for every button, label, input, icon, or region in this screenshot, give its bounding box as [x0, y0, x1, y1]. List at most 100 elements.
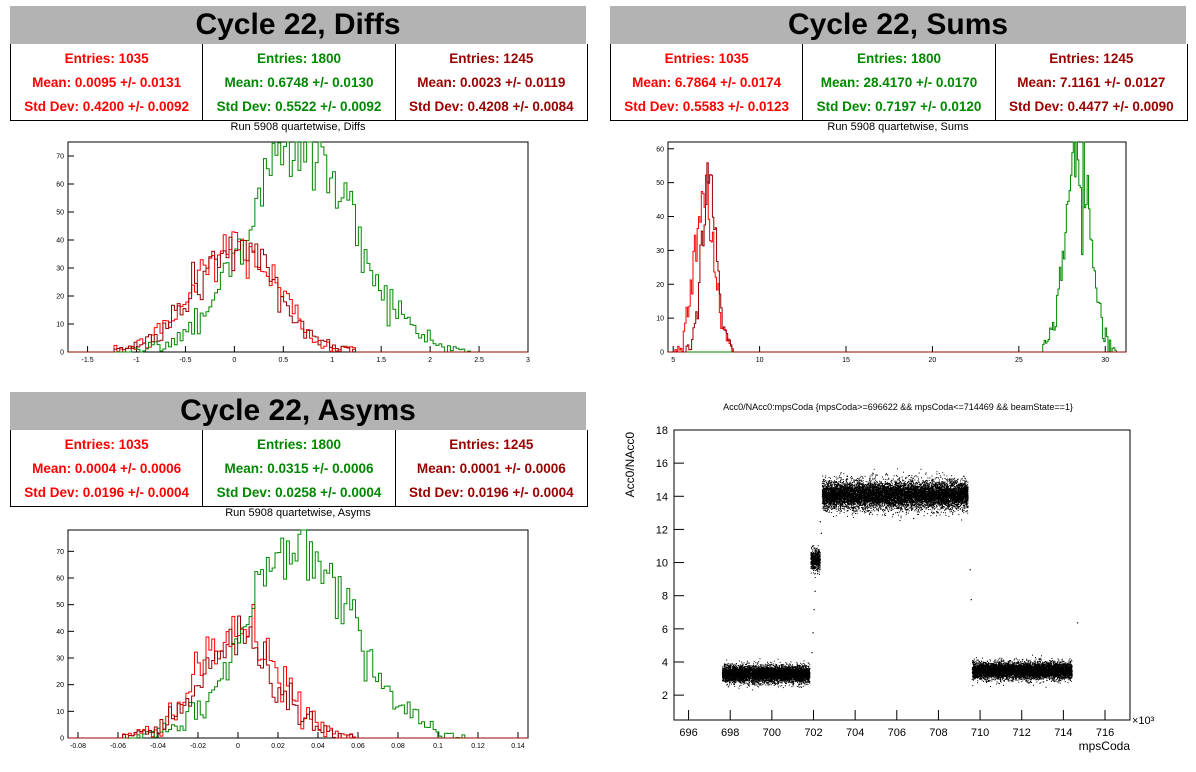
scatter-point: [798, 683, 799, 685]
scatter-point: [792, 679, 794, 681]
scatter-point: [753, 661, 755, 663]
scatter-point: [762, 667, 764, 669]
scatter-point: [772, 664, 774, 666]
scatter-point: [752, 669, 754, 671]
stat-entries: Entries: 1245: [396, 51, 587, 66]
scatter-point: [768, 684, 770, 686]
scatter-point: [737, 670, 739, 671]
stat-mean: Mean: 7.1161 +/- 0.0127: [996, 75, 1187, 90]
scatter-point: [808, 680, 810, 682]
x-tick-label: 716: [1096, 727, 1114, 739]
scatter-point: [738, 680, 740, 682]
scatter-point: [756, 679, 758, 681]
scatter-point: [728, 668, 729, 670]
y-tick-label: 10: [656, 558, 668, 570]
scatter-point: [761, 665, 763, 667]
scatter-point: [796, 686, 798, 687]
histogram-darkred-series: [68, 236, 528, 353]
scatter-point: [804, 680, 805, 681]
scatter-point: [725, 681, 727, 683]
scatter-point: [757, 679, 759, 681]
scatter-point: [741, 667, 743, 669]
scatter-point: [764, 676, 766, 677]
stat-std: Std Dev: 0.0196 +/- 0.0004: [11, 485, 202, 500]
scatter-point: [738, 681, 740, 683]
scatter-point: [755, 664, 757, 666]
y-tick-label: 0: [60, 736, 64, 743]
scatter-point: [807, 684, 809, 686]
scatter-point: [804, 668, 806, 670]
scatter-point: [736, 667, 737, 669]
scatter-point: [801, 663, 803, 665]
scatter-point: [795, 679, 797, 681]
scatter-point: [777, 658, 779, 660]
scatter-point: [746, 686, 748, 688]
scatter-point: [722, 678, 724, 680]
scatter-point: [800, 673, 802, 675]
scatter-point: [742, 664, 744, 666]
scatter-point: [748, 662, 750, 664]
scatter-point: [802, 666, 804, 668]
scatter-point: [736, 667, 738, 669]
stat-entries: Entries: 1800: [203, 437, 394, 452]
scatter-point: [784, 681, 786, 683]
scatter-point: [770, 664, 772, 666]
scatter-point: [750, 671, 752, 673]
scatter-point: [723, 666, 725, 668]
scatter-point: [790, 667, 791, 669]
scatter-point: [759, 683, 761, 685]
scatter-point: [730, 664, 732, 666]
scatter-point: [772, 680, 774, 682]
scatter-point: [728, 676, 730, 678]
scatter-point: [754, 683, 756, 685]
scatter-point: [793, 675, 795, 677]
scatter-point: [764, 677, 766, 679]
scatter-point: [766, 664, 768, 666]
x-tick-label: 0.04: [311, 743, 325, 750]
stat-mean: Mean: 0.0023 +/- 0.0119: [396, 75, 587, 90]
y-tick-label: 60: [56, 576, 64, 583]
scatter-point: [792, 669, 793, 671]
scatter-point: [801, 686, 803, 688]
scatter-point: [749, 682, 751, 683]
scatter-point: [793, 679, 794, 681]
scatter-point: [734, 683, 735, 685]
sums-stats-box: Entries: 1035 Mean: 6.7864 +/- 0.0174 Std …: [610, 44, 1188, 121]
scatter-point: [748, 662, 750, 664]
scatter-point: [780, 667, 782, 669]
scatter-point: [784, 666, 786, 668]
stat-entries: Entries: 1800: [203, 51, 394, 66]
scatter-point: [758, 679, 760, 681]
scatter-point: [754, 667, 756, 669]
scatter-point: [776, 678, 778, 680]
x-tick-label: 3: [526, 357, 530, 364]
scatter-point: [749, 685, 750, 687]
scatter-point: [745, 682, 747, 684]
x-tick-label: 712: [1013, 727, 1031, 739]
scatter-point: [734, 670, 736, 672]
scatter-point: [791, 679, 793, 681]
scatter-point: [772, 682, 774, 684]
x-tick-label: -0.08: [70, 743, 86, 750]
scatter-point: [784, 665, 786, 667]
scatter-point: [738, 667, 740, 669]
scatter-point: [769, 664, 771, 666]
scatter-point: [736, 665, 737, 667]
scatter-point: [731, 663, 733, 664]
scatter-point: [740, 682, 742, 684]
scatter-point: [782, 667, 784, 669]
scatter-point: [776, 666, 777, 668]
scatter-point: [769, 682, 771, 684]
scatter-point: [758, 686, 760, 688]
stat-std: Std Dev: 0.7197 +/- 0.0120: [803, 99, 994, 114]
histogram-red-series: [668, 174, 1126, 353]
scatter-point: [790, 682, 792, 684]
scatter-point: [781, 664, 783, 666]
scatter-point: [774, 682, 776, 684]
scatter-point: [760, 665, 762, 667]
scatter-point: [794, 680, 796, 682]
scatter-point: [779, 681, 781, 683]
y-tick-label: 6: [662, 624, 668, 636]
x-tick-label: 698: [721, 727, 739, 739]
y-tick-label: 40: [656, 214, 664, 221]
